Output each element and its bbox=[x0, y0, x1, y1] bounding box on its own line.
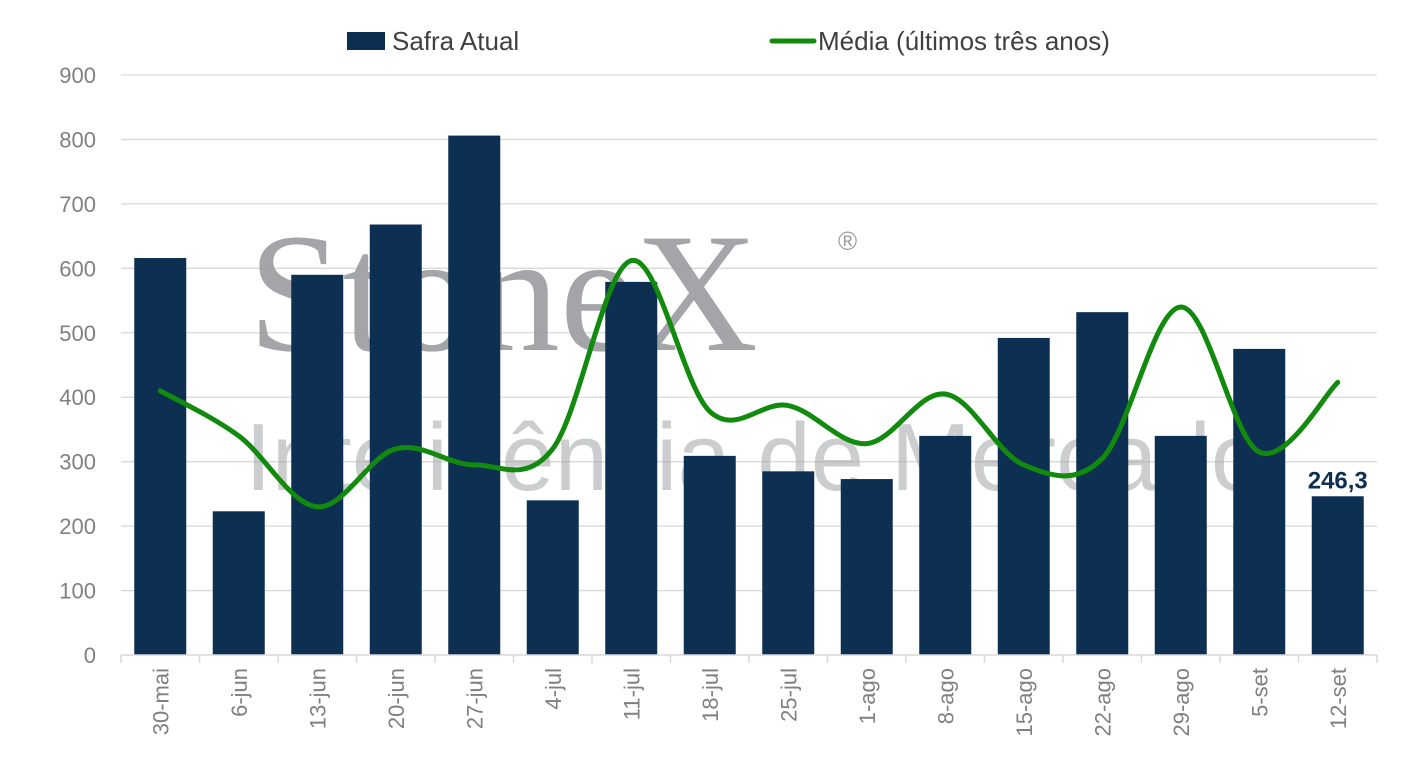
data-label-12-set: 246,3 bbox=[1308, 467, 1368, 494]
x-tick-label: 8-ago bbox=[933, 668, 958, 724]
x-tick-label: 13-jun bbox=[305, 668, 330, 729]
bar-15-ago bbox=[997, 337, 1050, 655]
bar-4-jul bbox=[526, 500, 579, 655]
bar-8-ago bbox=[919, 435, 972, 655]
x-tick-label: 11-jul bbox=[619, 668, 644, 720]
data-labels: 246,3 bbox=[1308, 467, 1368, 494]
legend-swatch-safra-atual bbox=[347, 32, 385, 50]
bar-30-mai bbox=[134, 258, 187, 655]
bar-11-jul bbox=[605, 281, 658, 655]
y-tick-label: 800 bbox=[59, 127, 96, 152]
x-tick-label: 25-jul bbox=[776, 668, 801, 722]
bar-6-jun bbox=[212, 511, 265, 655]
y-tick-label: 500 bbox=[59, 321, 96, 346]
y-tick-label: 900 bbox=[59, 63, 96, 88]
line-series bbox=[157, 258, 1341, 510]
x-tick-label: 27-jun bbox=[462, 668, 487, 729]
legend-label-safra-atual: Safra Atual bbox=[392, 26, 519, 56]
legend: Safra Atual Média (últimos três anos) bbox=[347, 26, 1110, 56]
x-tick-label: 4-jul bbox=[541, 668, 566, 710]
x-tick-label: 29-ago bbox=[1169, 668, 1194, 737]
bar-20-jun bbox=[369, 224, 422, 655]
x-tick-label: 12-set bbox=[1326, 668, 1351, 729]
bar-1-ago bbox=[840, 479, 893, 655]
bar-13-jun bbox=[291, 274, 344, 655]
x-tick-label: 1-ago bbox=[855, 668, 880, 724]
bar-27-jun bbox=[448, 135, 501, 656]
bar-18-jul bbox=[683, 455, 736, 655]
x-tick-label: 5-set bbox=[1247, 668, 1272, 717]
x-tick-label: 20-jun bbox=[384, 668, 409, 729]
x-tick-label: 15-ago bbox=[1012, 668, 1037, 737]
watermark-registered-mark: ® bbox=[838, 226, 857, 256]
y-tick-label: 700 bbox=[59, 192, 96, 217]
y-tick-label: 200 bbox=[59, 514, 96, 539]
y-axis: 0 100 200 300 400 500 600 700 800 900 bbox=[59, 63, 96, 668]
y-tick-label: 400 bbox=[59, 385, 96, 410]
line-media bbox=[157, 258, 1341, 510]
bar-5-set bbox=[1233, 348, 1286, 655]
legend-label-media: Média (últimos três anos) bbox=[818, 26, 1110, 56]
bar-series bbox=[134, 135, 1364, 656]
bar-29-ago bbox=[1154, 435, 1207, 655]
y-tick-label: 0 bbox=[84, 643, 96, 668]
x-tick-label: 22-ago bbox=[1090, 668, 1115, 737]
bar-12-set bbox=[1311, 496, 1364, 655]
x-tick-label: 30-mai bbox=[148, 668, 173, 735]
y-tick-label: 300 bbox=[59, 450, 96, 475]
x-axis: 30-mai 6-jun 13-jun 20-jun 27-jun 4-jul 11-jul… bbox=[120, 654, 1378, 737]
x-tick-label: 18-jul bbox=[698, 668, 723, 722]
y-tick-label: 100 bbox=[59, 579, 96, 604]
bar-22-ago bbox=[1076, 312, 1129, 655]
bar-25-jul bbox=[762, 471, 815, 655]
x-tick-label: 6-jun bbox=[227, 668, 252, 717]
y-tick-label: 600 bbox=[59, 256, 96, 281]
